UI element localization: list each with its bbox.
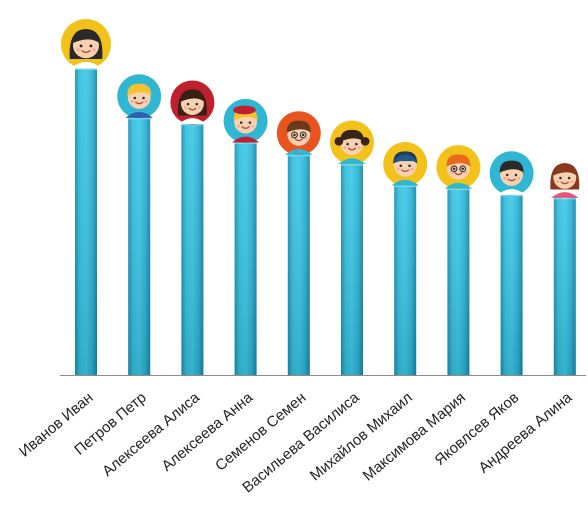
tick-label-10: Андреева Алина [475, 389, 575, 477]
bar-shade-9 [500, 193, 523, 375]
girl-avatar-icon [330, 120, 374, 165]
girl-avatar-icon [223, 98, 268, 143]
bar-shade-3 [181, 122, 204, 375]
bar-shade-4 [234, 140, 257, 375]
boy-avatar-icon [276, 111, 321, 156]
bar-shade-1 [75, 67, 97, 375]
bars-layer [75, 67, 576, 375]
boy-avatar-icon [117, 74, 162, 119]
tick-label-4: Алексеева Анна [158, 389, 256, 475]
boy-avatar-icon [489, 151, 534, 196]
tick-label-5: Семенов Семен [212, 389, 309, 474]
tick-label-3: Алексеева Алиса [99, 389, 203, 480]
bar-shade-10 [553, 196, 576, 375]
bar-shade-7 [394, 184, 417, 375]
bar-shade-5 [287, 153, 310, 375]
tick-label-8: Максимова Мария [360, 389, 469, 485]
girl-avatar-icon [542, 154, 587, 199]
avatars-layer [61, 19, 587, 199]
bar-shade-8 [447, 187, 470, 375]
bar-shade-6 [341, 162, 363, 375]
boy-avatar-icon [61, 19, 111, 69]
girl-avatar-icon [170, 80, 215, 125]
girl-avatar-icon [436, 145, 481, 190]
bar-shade-2 [128, 116, 151, 375]
boy-avatar-icon [383, 142, 428, 187]
